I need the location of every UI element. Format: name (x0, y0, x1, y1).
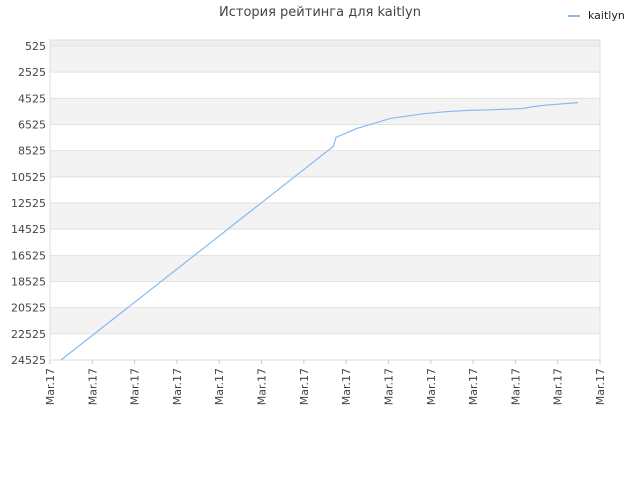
x-tick-label: Mar.17 (171, 368, 184, 405)
grid-band (50, 307, 600, 334)
x-tick-label: Mar.17 (594, 368, 607, 405)
y-tick-label: 20525 (11, 302, 46, 315)
grid-band (50, 255, 600, 282)
x-tick-label: Mar.17 (298, 368, 311, 405)
grid-band (50, 281, 600, 308)
x-tick-label: Mar.17 (467, 368, 480, 405)
grid-band (50, 176, 600, 203)
y-tick-label: 2525 (18, 66, 46, 79)
y-tick-label: 6525 (18, 119, 46, 132)
y-tick-label: 24525 (11, 354, 46, 367)
plot-frame (49, 39, 601, 361)
grid-band (50, 203, 600, 230)
legend-label: kaitlyn (588, 9, 625, 22)
x-tick-label: Mar.17 (129, 368, 142, 405)
x-tick-label: Mar.17 (86, 368, 99, 405)
grid-band (50, 150, 600, 177)
y-tick-label: 525 (25, 40, 46, 53)
x-tick-label: Mar.17 (256, 368, 269, 405)
x-tick-label: Mar.17 (552, 368, 565, 405)
grid-band (50, 46, 600, 73)
x-tick-label: Mar.17 (382, 368, 395, 405)
x-tick-label: Mar.17 (340, 368, 353, 405)
y-tick-label: 10525 (11, 171, 46, 184)
legend: kaitlyn (568, 9, 625, 22)
y-tick-label: 22525 (11, 328, 46, 341)
x-tick-label: Mar.17 (213, 368, 226, 405)
x-tick-label: Mar.17 (44, 368, 57, 405)
grid-band (50, 40, 600, 46)
chart-title: История рейтинга для kaitlyn (219, 5, 421, 20)
grid-band (50, 98, 600, 125)
y-tick-label: 14525 (11, 223, 46, 236)
grid-band (50, 333, 600, 360)
y-tick-label: 18525 (11, 276, 46, 289)
x-tick-label: Mar.17 (509, 368, 522, 405)
x-tick-label: Mar.17 (425, 368, 438, 405)
y-tick-label: 4525 (18, 92, 46, 105)
grid-band (50, 72, 600, 99)
series-line-kaitlyn (60, 102, 579, 361)
grid-band (50, 229, 600, 256)
y-tick-label: 8525 (18, 145, 46, 158)
grid-band (50, 124, 600, 151)
y-tick-label: 16525 (11, 249, 46, 262)
y-tick-label: 12525 (11, 197, 46, 210)
legend-swatch (568, 14, 580, 17)
